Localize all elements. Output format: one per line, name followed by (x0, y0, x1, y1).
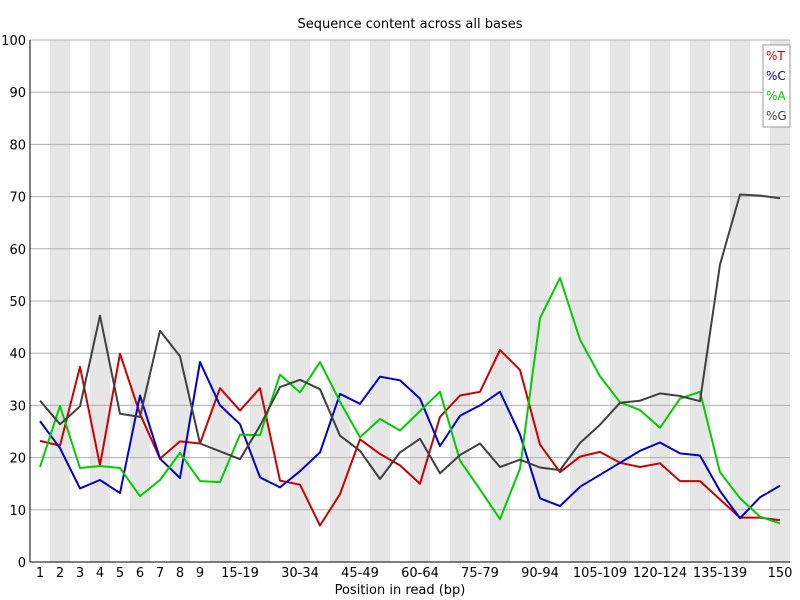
series-line-g (39, 193, 781, 480)
gridlines (30, 39, 790, 511)
x-tick-label: 30-34 (281, 566, 319, 581)
x-tick-label: 120-124 (633, 566, 687, 581)
series-line-t (39, 349, 781, 527)
y-tick-label: 90 (9, 86, 26, 101)
series-lines (39, 193, 781, 527)
legend-entry-a: %A (766, 89, 786, 103)
x-tick-label: 90-94 (521, 566, 559, 581)
legend-entry-c: %C (766, 69, 786, 83)
x-tick-label: 1 (36, 566, 44, 581)
x-tick-label: 135-139 (693, 566, 747, 581)
legend-entry-g: %G (766, 109, 787, 123)
y-tick-label: 100 (1, 34, 26, 49)
legend-entry-t: %T (766, 49, 785, 63)
y-tick-label: 70 (9, 191, 26, 206)
y-axis-ticks: 0 10 20 30 40 50 60 70 80 90 100 (1, 34, 26, 571)
y-tick-label: 0 (18, 556, 26, 571)
x-tick-label: 3 (76, 566, 84, 581)
x-tick-label: 105-109 (573, 566, 627, 581)
x-tick-label: 60-64 (401, 566, 439, 581)
x-tick-label: 9 (196, 566, 204, 581)
legend-box (762, 44, 791, 128)
x-tick-label: 75-79 (461, 566, 499, 581)
y-tick-label: 60 (9, 243, 26, 258)
x-tick-label: 8 (176, 566, 184, 581)
chart-title: Sequence content across all bases (297, 17, 522, 32)
x-tick-label: 150 (768, 566, 793, 581)
y-tick-label: 20 (9, 452, 26, 467)
x-axis-ticks: 1 2 3 4 5 6 7 8 9 15-19 30-34 45-49 60-64 75-79 90-94 1… (36, 566, 793, 581)
y-tick-label: 30 (9, 399, 26, 414)
y-tick-label: 50 (9, 295, 26, 310)
x-axis-label: Position in read (bp) (335, 583, 466, 598)
x-tick-label: 4 (96, 566, 104, 581)
y-tick-label: 80 (9, 138, 26, 153)
y-tick-label: 40 (9, 347, 26, 362)
x-tick-label: 2 (56, 566, 64, 581)
x-tick-label: 7 (156, 566, 164, 581)
y-tick-label: 10 (9, 504, 26, 519)
series-line-c (39, 361, 781, 520)
legend: %T %C %A %G (762, 44, 791, 128)
x-tick-label: 45-49 (341, 566, 379, 581)
x-tick-label: 6 (136, 566, 144, 581)
x-tick-label: 15-19 (221, 566, 259, 581)
series-line-a (39, 277, 781, 525)
x-tick-label: 5 (116, 566, 124, 581)
